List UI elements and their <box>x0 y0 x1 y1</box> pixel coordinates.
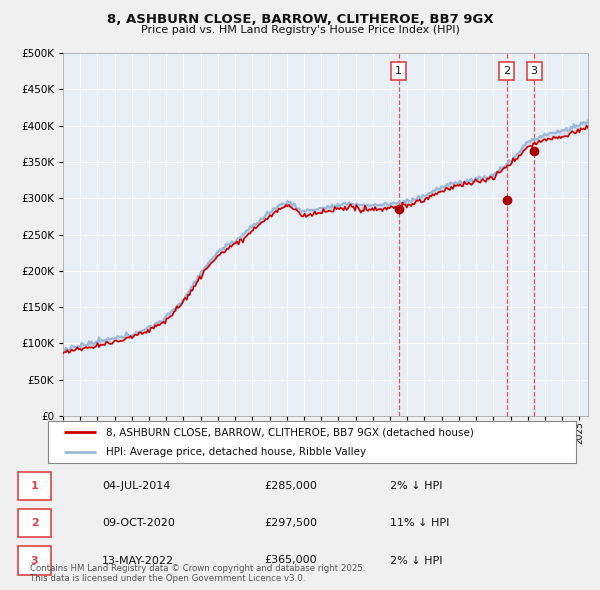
Text: 2: 2 <box>503 66 511 76</box>
Text: 8, ASHBURN CLOSE, BARROW, CLITHEROE, BB7 9GX (detached house): 8, ASHBURN CLOSE, BARROW, CLITHEROE, BB7… <box>106 427 474 437</box>
Text: 1: 1 <box>395 66 402 76</box>
Text: 09-OCT-2020: 09-OCT-2020 <box>102 519 175 528</box>
Text: 13-MAY-2022: 13-MAY-2022 <box>102 556 174 565</box>
Text: 3: 3 <box>530 66 538 76</box>
Text: 04-JUL-2014: 04-JUL-2014 <box>102 481 170 491</box>
Text: HPI: Average price, detached house, Ribble Valley: HPI: Average price, detached house, Ribb… <box>106 447 366 457</box>
Text: 3: 3 <box>31 556 38 565</box>
Text: 1: 1 <box>31 481 38 491</box>
Text: £297,500: £297,500 <box>264 519 317 528</box>
Text: 2% ↓ HPI: 2% ↓ HPI <box>390 556 443 565</box>
Text: 2: 2 <box>31 519 38 528</box>
Text: 2% ↓ HPI: 2% ↓ HPI <box>390 481 443 491</box>
Text: £285,000: £285,000 <box>264 481 317 491</box>
Text: 8, ASHBURN CLOSE, BARROW, CLITHEROE, BB7 9GX: 8, ASHBURN CLOSE, BARROW, CLITHEROE, BB7… <box>107 13 493 26</box>
Text: £365,000: £365,000 <box>264 556 317 565</box>
Text: 11% ↓ HPI: 11% ↓ HPI <box>390 519 449 528</box>
Text: Price paid vs. HM Land Registry's House Price Index (HPI): Price paid vs. HM Land Registry's House … <box>140 25 460 35</box>
Text: Contains HM Land Registry data © Crown copyright and database right 2025.
This d: Contains HM Land Registry data © Crown c… <box>30 563 365 583</box>
